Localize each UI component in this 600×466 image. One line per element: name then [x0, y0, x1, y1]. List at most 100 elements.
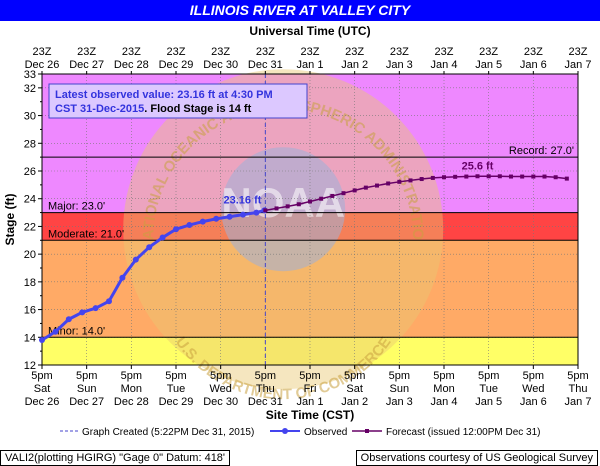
x-tick-day: Mon	[433, 383, 454, 395]
x-tick-time: 5pm	[165, 370, 186, 382]
latest-observed-text: Latest observed value: 23.16 ft at 4:30 …	[55, 89, 273, 101]
top-tick-time: 23Z	[569, 46, 588, 58]
x-axis-title: Site Time (CST)	[266, 408, 354, 422]
x-tick-day: Sun	[77, 383, 97, 395]
observed-point	[146, 244, 153, 251]
observed-point	[119, 274, 126, 281]
forecast-point	[296, 202, 301, 207]
x-tick-date: Jan 1	[297, 396, 324, 408]
forecast-point	[274, 206, 279, 211]
observed-point	[213, 215, 220, 222]
observed-value-label: 23.16 ft	[224, 194, 262, 206]
x-tick-time: 5pm	[210, 370, 231, 382]
watermark-center-text: NOAA	[221, 179, 345, 226]
x-tick-time: 5pm	[76, 370, 97, 382]
legend-created-label: Graph Created (5:22PM Dec 31, 2015)	[82, 427, 254, 438]
latest-date-line: CST 31-Dec-2015. Flood Stage is 14 ft	[55, 103, 252, 115]
x-tick-date: Jan 3	[386, 396, 413, 408]
latest-date: CST 31-Dec-2015	[55, 103, 144, 115]
top-axis-title: Universal Time (UTC)	[249, 24, 370, 38]
x-tick-day: Sat	[34, 383, 51, 395]
x-tick-date: Jan 6	[520, 396, 547, 408]
forecast-point	[330, 193, 335, 198]
forecast-point	[442, 175, 446, 180]
x-tick-day: Mon	[121, 383, 142, 395]
flood-stage-note: . Flood Stage is 14 ft	[144, 103, 251, 115]
top-tick-time: 23Z	[211, 46, 230, 58]
y-tick-label: 12	[24, 360, 36, 372]
observed-point	[186, 222, 193, 229]
forecast-point	[509, 174, 513, 179]
x-tick-time: 5pm	[31, 370, 52, 382]
forecast-point	[531, 174, 536, 179]
y-tick-label: 22	[24, 221, 36, 233]
y-axis-title: Stage (ft)	[3, 194, 17, 246]
forecast-point	[397, 179, 402, 184]
y-tick-label: 30	[24, 111, 36, 123]
forecast-point	[285, 204, 290, 209]
forecast-point	[475, 174, 480, 179]
y-tick-label: 24	[24, 194, 36, 206]
top-tick-date: Dec 27	[69, 59, 104, 71]
forecast-line	[265, 175, 567, 212]
y-tick-label: 14	[24, 332, 36, 344]
source-credit: Observations courtesy of US Geological S…	[355, 450, 598, 466]
forecast-point	[486, 174, 491, 179]
observed-point	[52, 328, 59, 335]
observed-point	[226, 213, 233, 220]
x-tick-day: Fri	[304, 383, 317, 395]
x-tick-day: Tue	[479, 383, 498, 395]
forecast-point	[520, 174, 525, 179]
annotations: Latest observed value: 23.16 ft at 4:30 …	[48, 83, 494, 206]
x-tick-date: Dec 28	[114, 396, 149, 408]
forecast-point	[363, 185, 368, 190]
y-tick-label: 32	[24, 83, 36, 95]
x-tick-date: Jan 2	[341, 396, 368, 408]
observed-point	[65, 316, 72, 323]
x-tick-day: Wed	[522, 383, 544, 395]
forecast-point	[386, 181, 391, 186]
forecast-point	[419, 177, 424, 182]
forecast-point	[453, 174, 458, 179]
x-tick-time: 5pm	[523, 370, 544, 382]
legend-observed-marker	[282, 428, 288, 434]
top-tick-time: 23Z	[256, 46, 275, 58]
x-tick-date: Dec 29	[159, 396, 194, 408]
x-tick-date: Dec 27	[69, 396, 104, 408]
top-tick-date: Jan 5	[475, 59, 502, 71]
top-tick-time: 23Z	[524, 46, 543, 58]
x-tick-day: Tue	[167, 383, 186, 395]
x-tick-day: Wed	[209, 383, 231, 395]
top-tick-time: 23Z	[301, 46, 320, 58]
observed-point	[159, 234, 166, 241]
y-tick-label: 20	[24, 249, 36, 261]
latest-box	[48, 83, 308, 119]
x-tick-date: Dec 31	[248, 396, 283, 408]
hydrograph-chart: NOAANATIONAL OCEANIC AND ATMOSPHERIC ADM…	[0, 0, 591, 438]
top-tick-time: 23Z	[33, 46, 52, 58]
forecast-point	[553, 175, 558, 180]
legend-forecast-marker	[365, 429, 369, 433]
observed-point	[240, 211, 246, 218]
x-tick-day: Sun	[390, 383, 410, 395]
x-tick-time: 5pm	[255, 370, 276, 382]
threshold-label-2: Moderate: 21.0'	[48, 228, 124, 240]
forecast-point	[542, 174, 547, 179]
y-tick-label: 16	[24, 305, 36, 317]
top-tick-date: Jan 2	[341, 59, 368, 71]
threshold-label-0: Record: 27.0'	[509, 145, 574, 157]
x-tick-date: Jan 5	[475, 396, 502, 408]
y-tick-label: 18	[24, 277, 36, 289]
forecast-point	[497, 174, 502, 179]
forecast-point	[341, 191, 346, 196]
flood-thresholds: Record: 27.0' Major: 23.0' Moderate: 21.0'…	[42, 74, 578, 365]
series	[39, 174, 569, 344]
x-tick-time: 5pm	[478, 370, 499, 382]
top-tick-date: Jan 6	[520, 59, 547, 71]
datum-note: VALI2(plotting HGIRG) "Gage 0" Datum: 41…	[0, 450, 231, 466]
x-tick-day: Sat	[346, 383, 363, 395]
x-tick-date: Dec 30	[203, 396, 238, 408]
observed-point	[253, 209, 260, 216]
x-tick-time: 5pm	[121, 370, 142, 382]
